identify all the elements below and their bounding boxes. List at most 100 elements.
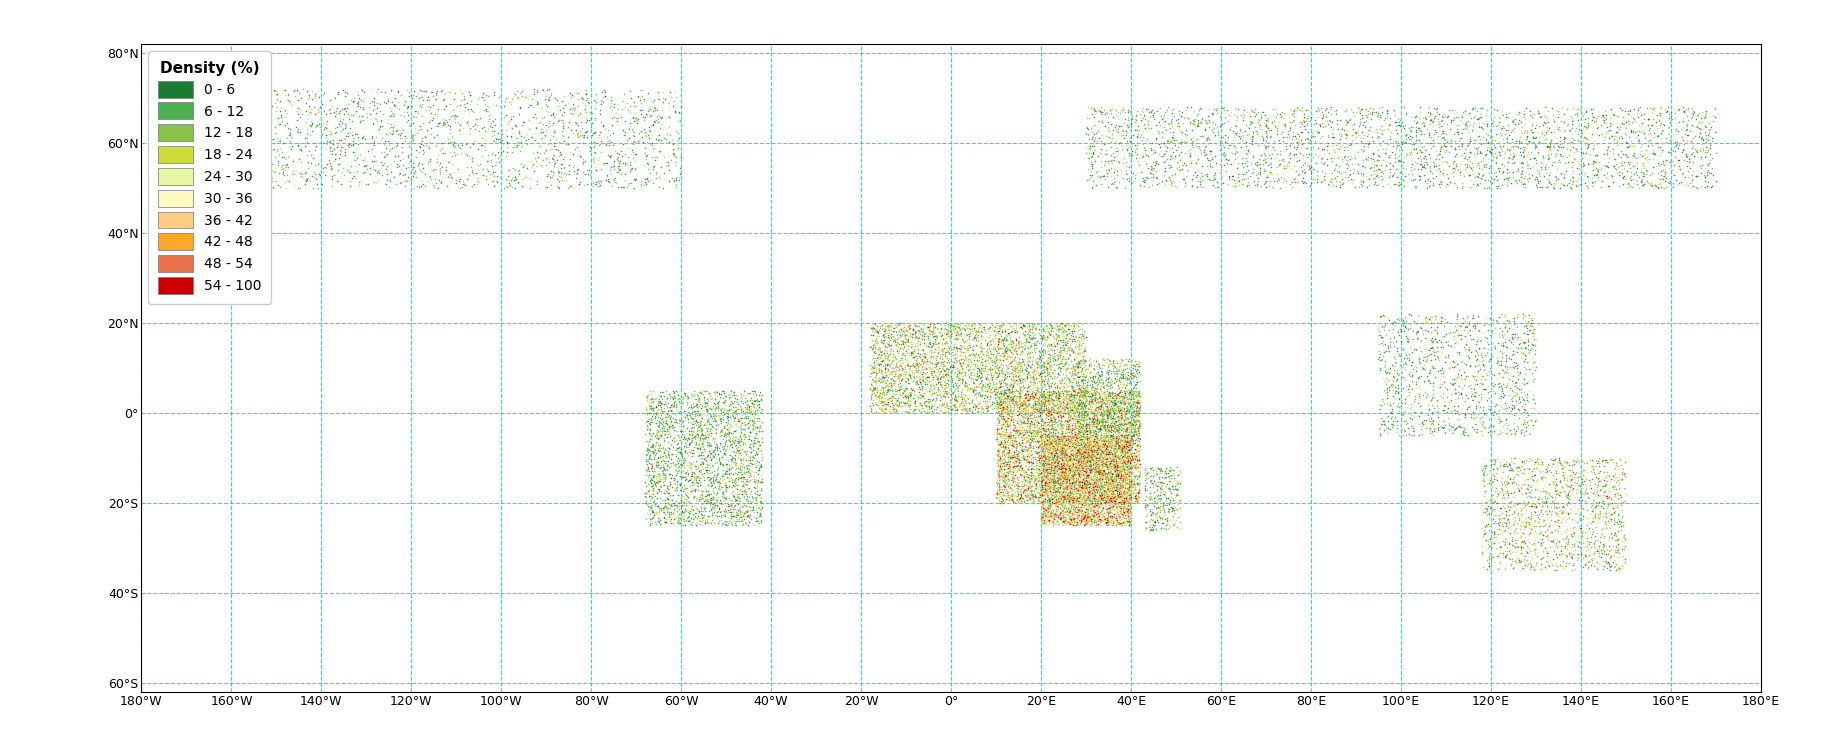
Point — [1246, 168, 1275, 180]
Point — [1037, 495, 1066, 506]
Point — [1081, 514, 1110, 526]
Point — [1249, 112, 1278, 124]
Point — [1101, 441, 1130, 453]
Point — [1070, 476, 1099, 488]
Point — [1079, 514, 1108, 526]
Point — [1121, 433, 1150, 445]
Point — [1052, 453, 1081, 465]
Point — [710, 403, 739, 415]
Point — [1037, 491, 1066, 503]
Point — [1613, 158, 1642, 170]
Point — [1101, 472, 1130, 484]
Point — [1068, 447, 1097, 459]
Point — [1035, 447, 1064, 459]
Point — [1055, 486, 1085, 498]
Point — [646, 403, 675, 414]
Point — [1558, 526, 1588, 538]
Point — [1509, 406, 1538, 418]
Point — [1068, 476, 1097, 488]
Point — [1125, 387, 1154, 399]
Point — [1107, 408, 1136, 420]
Point — [1110, 455, 1139, 467]
Point — [997, 481, 1026, 492]
Point — [1086, 495, 1116, 507]
Point — [885, 384, 914, 396]
Point — [322, 175, 351, 187]
Point — [999, 348, 1028, 360]
Point — [1061, 369, 1090, 381]
Point — [960, 354, 989, 366]
Point — [1494, 373, 1524, 385]
Point — [1392, 390, 1421, 402]
Point — [1054, 391, 1083, 403]
Point — [1271, 176, 1300, 188]
Point — [1348, 179, 1377, 191]
Point — [1101, 444, 1130, 456]
Point — [1147, 523, 1176, 534]
Point — [1428, 131, 1458, 143]
Point — [894, 317, 924, 329]
Point — [397, 128, 426, 140]
Point — [657, 420, 686, 431]
Point — [1582, 459, 1611, 471]
Point — [1070, 473, 1099, 485]
Point — [1088, 459, 1118, 470]
Point — [318, 148, 348, 160]
Point — [377, 105, 406, 117]
Point — [1139, 492, 1169, 504]
Point — [1666, 123, 1695, 135]
Point — [1176, 156, 1205, 168]
Point — [1119, 454, 1149, 466]
Point — [1008, 485, 1037, 497]
Point — [1046, 459, 1075, 471]
Point — [1509, 474, 1538, 486]
Point — [507, 119, 536, 131]
Point — [1064, 450, 1094, 462]
Point — [1081, 501, 1110, 513]
Point — [1114, 417, 1143, 428]
Point — [1364, 429, 1394, 441]
Point — [1390, 311, 1419, 323]
Point — [1077, 482, 1107, 494]
Point — [1551, 556, 1580, 568]
Point — [891, 384, 920, 396]
Point — [938, 380, 968, 392]
Point — [1048, 353, 1077, 364]
Point — [1149, 498, 1178, 509]
Point — [1024, 469, 1054, 481]
Point — [1052, 442, 1081, 454]
Point — [1516, 473, 1546, 484]
Point — [1037, 421, 1066, 433]
Point — [501, 141, 530, 152]
Point — [1108, 481, 1138, 493]
Point — [1079, 436, 1108, 447]
Point — [1083, 406, 1112, 418]
Point — [1520, 142, 1549, 154]
Point — [935, 369, 964, 381]
Point — [1057, 460, 1086, 472]
Point — [240, 153, 269, 165]
Point — [1624, 125, 1653, 137]
Point — [982, 417, 1011, 428]
Point — [668, 466, 697, 478]
Point — [1017, 375, 1046, 387]
Point — [1030, 500, 1059, 512]
Point — [1116, 473, 1145, 484]
Point — [646, 473, 675, 485]
Point — [677, 484, 706, 496]
Point — [1549, 474, 1578, 486]
Point — [1075, 445, 1105, 456]
Point — [744, 425, 774, 436]
Point — [1386, 400, 1416, 412]
Point — [1039, 387, 1068, 399]
Point — [1006, 392, 1035, 404]
Point — [1017, 473, 1046, 485]
Point — [1567, 158, 1597, 169]
Point — [1068, 328, 1097, 340]
Point — [1083, 402, 1112, 414]
Point — [1064, 503, 1094, 515]
Point — [1039, 422, 1068, 434]
Point — [399, 89, 428, 101]
Point — [1500, 151, 1529, 163]
Point — [699, 451, 728, 463]
